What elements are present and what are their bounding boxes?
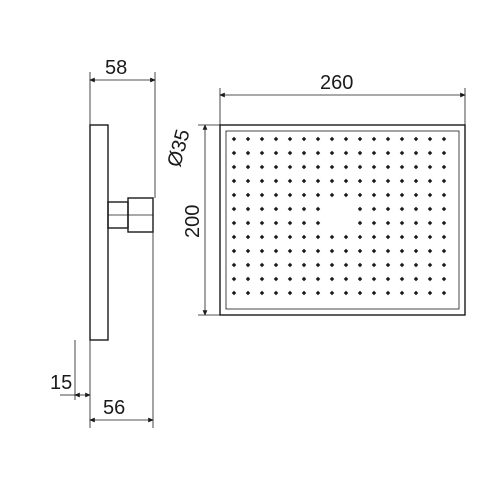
dim-15-text: 15 — [50, 372, 72, 394]
dim-200-text: 200 — [182, 205, 204, 238]
dim-58-text: 58 — [105, 57, 127, 79]
front-view — [220, 125, 465, 315]
dim-diameter-text: Ø35 — [164, 127, 195, 169]
dim-260: 260 — [220, 72, 465, 95]
nozzle-dots — [232, 137, 447, 296]
side-view — [90, 125, 153, 340]
dim-56-text: 56 — [103, 397, 125, 419]
dim-260-text: 260 — [320, 72, 353, 94]
dim-15: 15 — [50, 372, 90, 395]
dim-58: 58 — [90, 57, 155, 80]
technical-drawing: 58 Ø35 15 56 260 200 — [0, 0, 500, 500]
dim-diameter: Ø35 — [164, 127, 195, 169]
dim-56: 56 — [90, 397, 153, 420]
